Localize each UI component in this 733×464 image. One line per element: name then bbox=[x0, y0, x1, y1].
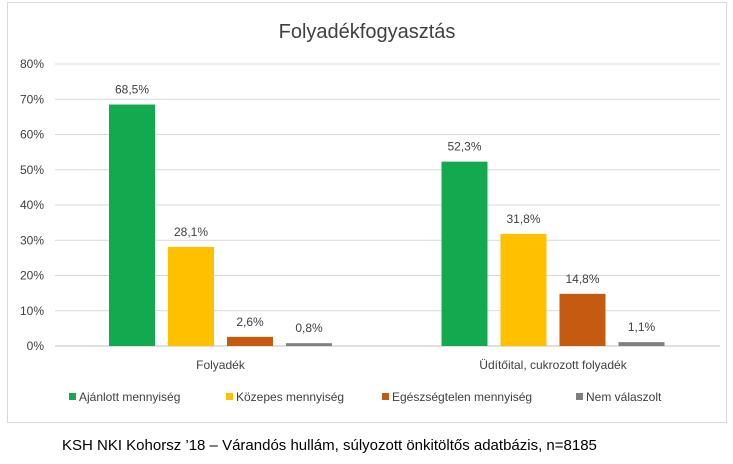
legend-swatch bbox=[576, 393, 583, 400]
data-label: 0,8% bbox=[295, 321, 323, 335]
data-label: 31,8% bbox=[506, 212, 540, 226]
data-label: 1,1% bbox=[628, 320, 656, 334]
bar bbox=[227, 336, 273, 346]
bar bbox=[500, 233, 547, 346]
bar bbox=[109, 104, 155, 346]
y-tick-label: 0% bbox=[27, 339, 45, 353]
y-tick-label: 70% bbox=[20, 92, 44, 106]
bar bbox=[168, 246, 214, 346]
bar bbox=[618, 342, 665, 346]
legend-label: Ajánlott mennyiség bbox=[79, 390, 180, 404]
legend-swatch bbox=[69, 393, 76, 400]
legend-swatch bbox=[226, 393, 233, 400]
data-label: 28,1% bbox=[174, 225, 208, 239]
source-caption: KSH NKI Kohorsz ’18 – Várandós hullám, s… bbox=[62, 437, 597, 454]
bar bbox=[559, 293, 606, 346]
legend: Ajánlott mennyiség Közepes mennyiség Egész… bbox=[69, 390, 662, 404]
y-axis: 0% 10% 20% 30% 40% 50% 60% 70% 80% bbox=[20, 57, 44, 353]
data-label: 2,6% bbox=[236, 315, 264, 329]
bar bbox=[441, 161, 488, 346]
y-tick-label: 30% bbox=[20, 233, 44, 247]
x-tick-label: Üdítőital, cukrozott folyadék bbox=[479, 358, 627, 372]
legend-label: Közepes mennyiség bbox=[236, 390, 344, 404]
x-axis: Folyadék Üdítőital, cukrozott folyadék bbox=[196, 358, 628, 372]
data-label: 52,3% bbox=[447, 140, 481, 154]
data-label: 68,5% bbox=[115, 83, 149, 97]
y-tick-label: 50% bbox=[20, 163, 44, 177]
legend-item: Egészségtelen mennyiség bbox=[382, 390, 532, 404]
y-tick-label: 10% bbox=[20, 304, 44, 318]
bars: 68,5% 28,1% 2,6% 0,8% 52,3% 31,8% 14,8% 1,1% bbox=[109, 83, 665, 346]
legend-label: Egészségtelen mennyiség bbox=[392, 390, 532, 404]
bar bbox=[286, 343, 332, 346]
chart-title: Folyadékfogyasztás bbox=[279, 21, 456, 43]
legend-item: Közepes mennyiség bbox=[226, 390, 344, 404]
y-tick-label: 60% bbox=[20, 128, 44, 142]
gridlines bbox=[55, 63, 720, 347]
y-tick-label: 40% bbox=[20, 198, 44, 212]
legend-item: Ajánlott mennyiség bbox=[69, 390, 180, 404]
x-tick-label: Folyadék bbox=[196, 358, 246, 372]
y-tick-label: 80% bbox=[20, 57, 44, 71]
legend-item: Nem válaszolt bbox=[576, 390, 662, 404]
y-tick-label: 20% bbox=[20, 269, 44, 283]
legend-label: Nem válaszolt bbox=[586, 390, 662, 404]
data-label: 14,8% bbox=[565, 272, 599, 286]
legend-swatch bbox=[382, 393, 389, 400]
